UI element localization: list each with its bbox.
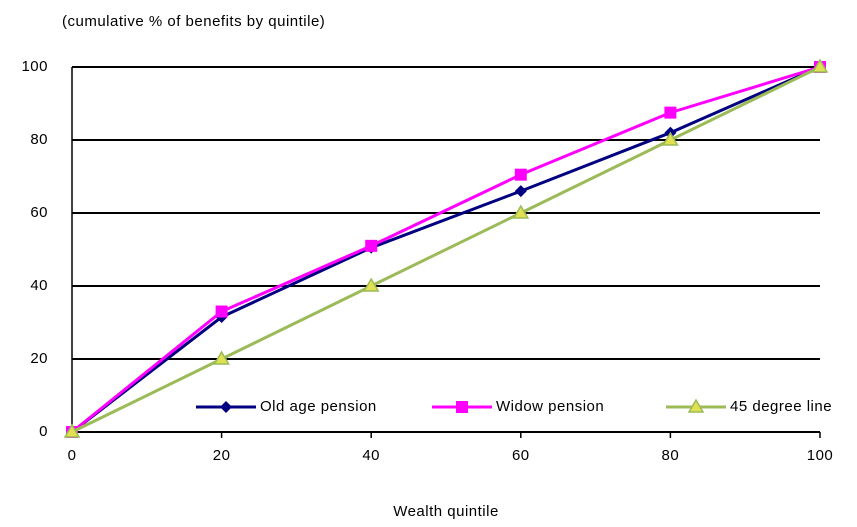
- legend-label: Widow pension: [496, 398, 604, 415]
- series-line: [71, 65, 821, 434]
- point: [662, 131, 679, 146]
- x-tick-label: 20: [213, 447, 231, 464]
- legend-label: Old age pension: [260, 398, 377, 415]
- y-tick-label: 20: [30, 350, 48, 367]
- point: [63, 423, 81, 438]
- x-tick-label: 40: [362, 447, 380, 464]
- y-tick-label: 80: [30, 131, 48, 148]
- y-tick-label: 40: [30, 277, 48, 294]
- x-tick-label: 80: [662, 447, 680, 464]
- series-line: [71, 65, 821, 434]
- legend-marker: [687, 398, 705, 413]
- point: [664, 106, 677, 119]
- point: [215, 305, 228, 318]
- point: [362, 277, 380, 292]
- y-tick-label: 0: [39, 423, 48, 440]
- series-line: [71, 65, 821, 434]
- x-tick-label: 100: [807, 447, 834, 464]
- point: [811, 58, 829, 73]
- point: [512, 204, 530, 219]
- y-tick-label: 60: [30, 204, 48, 221]
- x-axis-label: Wealth quintile: [393, 503, 499, 520]
- x-tick-label: 0: [68, 447, 77, 464]
- y-tick-label: 100: [21, 58, 48, 75]
- x-tick-label: 60: [512, 447, 530, 464]
- chart-title: (cumulative % of benefits by quintile): [62, 13, 325, 30]
- point: [365, 239, 378, 252]
- legend-marker: [220, 401, 232, 413]
- point: [514, 185, 527, 198]
- point: [514, 168, 527, 181]
- point: [213, 350, 230, 365]
- legend-label: 45 degree line: [730, 398, 832, 415]
- legend-marker: [456, 401, 468, 413]
